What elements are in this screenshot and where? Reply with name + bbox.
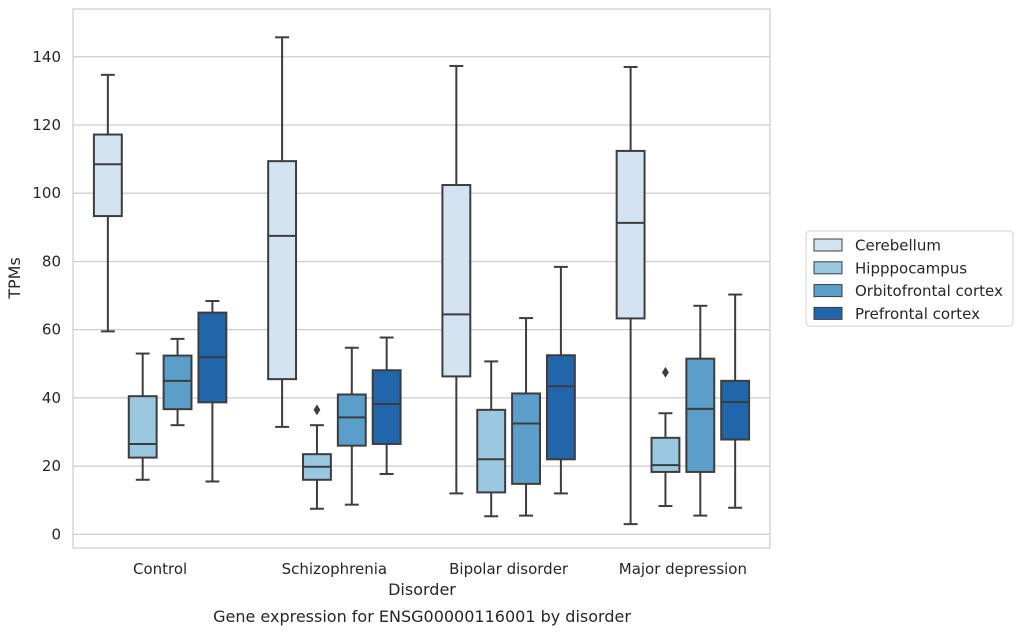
box-orbitofrontal-cortex	[511, 317, 541, 517]
x-tick-label: Control	[133, 560, 187, 578]
box-iqr	[162, 354, 193, 411]
box-iqr	[92, 133, 123, 218]
legend-label: Hipppocampus	[855, 259, 967, 277]
plot-frame	[72, 8, 771, 549]
box-hipppocampus	[650, 366, 681, 508]
box-orbitofrontal-cortex	[685, 304, 716, 517]
y-tick-label: 120	[32, 116, 61, 134]
box-cerebellum	[441, 64, 472, 495]
y-axis-label: TPMs	[5, 257, 24, 300]
y-tick-label: 60	[42, 321, 61, 339]
box-orbitofrontal-cortex	[336, 346, 367, 506]
x-tick-label: Bipolar disorder	[449, 560, 569, 578]
box-iqr	[650, 436, 681, 473]
box-iqr	[127, 395, 158, 459]
x-tick-labels: Control Schizophrenia Bipolar disorder Majo…	[133, 560, 747, 578]
box-hipppocampus	[127, 352, 158, 481]
y-tick-label: 140	[32, 48, 61, 66]
box-iqr	[615, 149, 646, 320]
box-iqr	[545, 354, 576, 461]
y-tick-label: 0	[51, 525, 61, 543]
box-cerebellum	[615, 65, 646, 526]
legend-frame	[805, 230, 1014, 327]
box-groups	[92, 36, 751, 526]
legend-swatch	[813, 238, 843, 252]
legend-label: Cerebellum	[855, 237, 941, 255]
legend-swatch	[813, 261, 843, 275]
box-iqr	[720, 379, 751, 441]
box-hipppocampus	[302, 404, 332, 510]
y-tick-label: 80	[42, 252, 61, 270]
box-prefrontal-cortex	[545, 265, 576, 495]
x-axis-label: Disorder	[388, 580, 456, 599]
box-iqr	[476, 408, 507, 494]
x-tick-label: Major depression	[619, 560, 747, 578]
box-hipppocampus	[476, 360, 507, 518]
outlier-point	[313, 404, 321, 416]
box-iqr	[511, 392, 541, 485]
legend-swatch	[813, 284, 843, 298]
box-cerebellum	[92, 73, 123, 333]
y-tick-labels: 0 20 40 60 80 100 120 140	[32, 48, 61, 544]
box-iqr	[441, 184, 472, 378]
chart-caption: Gene expression for ENSG00000116001 by d…	[213, 607, 631, 626]
box-iqr	[267, 160, 298, 381]
legend-label: Prefrontal cortex	[855, 305, 980, 323]
box-iqr	[685, 357, 716, 473]
box-orbitofrontal-cortex	[162, 337, 193, 427]
legend-swatch	[813, 306, 843, 320]
x-tick-label: Schizophrenia	[282, 560, 387, 578]
box-prefrontal-cortex	[197, 300, 228, 483]
box-cerebellum	[267, 36, 298, 428]
legend: Cerebellum Hipppocampus Orbitofrontal cort…	[805, 230, 1014, 327]
box-prefrontal-cortex	[720, 293, 751, 509]
box-iqr	[371, 369, 402, 445]
y-tick-label: 40	[42, 389, 61, 407]
box-iqr	[336, 393, 367, 447]
y-tick-label: 20	[42, 457, 61, 475]
outlier-point	[662, 366, 669, 378]
legend-label: Orbitofrontal cortex	[855, 282, 1003, 300]
y-tick-label: 100	[32, 184, 61, 202]
box-prefrontal-cortex	[371, 336, 402, 475]
